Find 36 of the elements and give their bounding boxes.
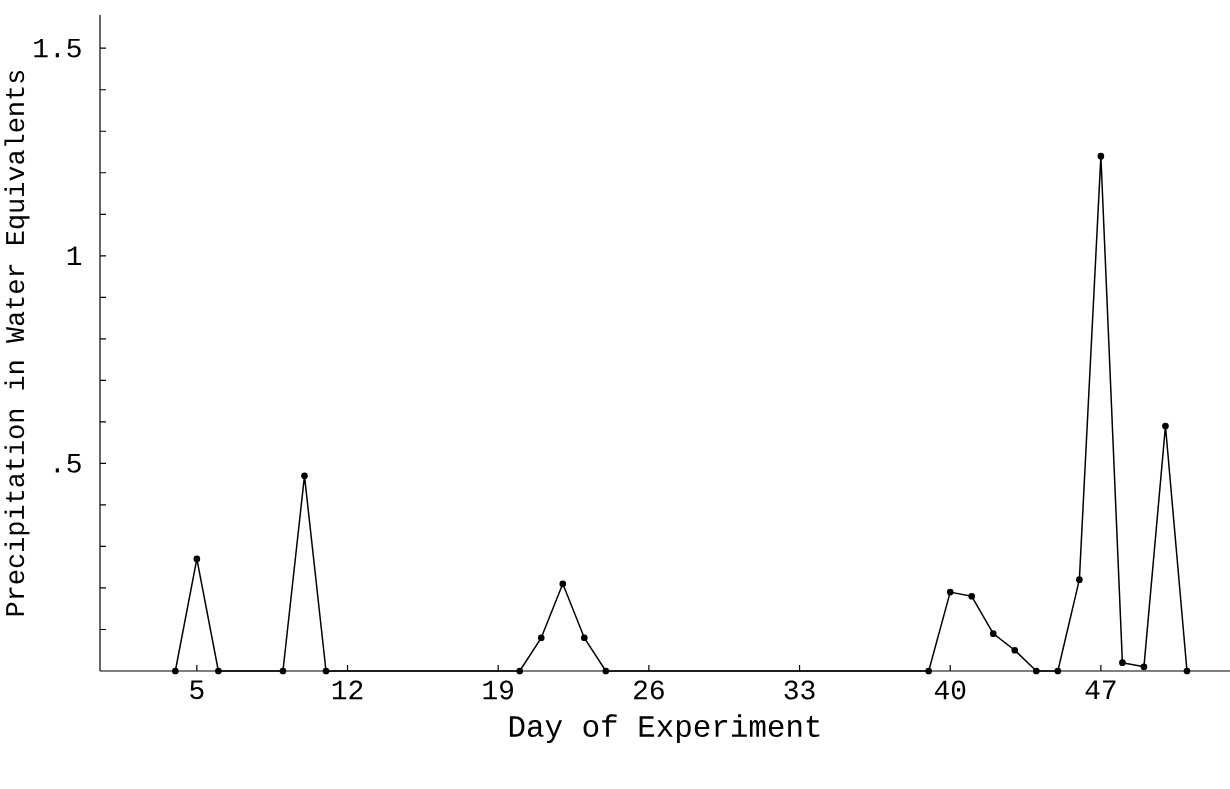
- point: [1119, 659, 1126, 667]
- x-tick-label: 40: [934, 680, 966, 700]
- x-tick-label: 47: [1085, 680, 1116, 699]
- point: [602, 667, 610, 675]
- point: [516, 667, 524, 675]
- x-tick-label: 33: [784, 680, 815, 700]
- point: [1032, 667, 1040, 675]
- point: [1183, 667, 1191, 675]
- y-tick-label: 1.5: [34, 38, 81, 58]
- point: [322, 667, 330, 675]
- x-tick-label: 19: [483, 680, 513, 700]
- x-tick-label: 26: [634, 680, 664, 700]
- x-tick-label: 5: [190, 680, 204, 700]
- point: [1162, 422, 1169, 430]
- point: [925, 667, 933, 675]
- x-axis-title: Day of Experiment: [509, 714, 820, 744]
- y-tick-label: 1: [67, 246, 82, 265]
- y-tick-label: .5: [55, 454, 81, 473]
- point: [1076, 576, 1083, 583]
- point: [172, 667, 179, 675]
- point: [301, 472, 308, 480]
- point: [537, 634, 545, 642]
- point: [1140, 663, 1148, 671]
- point: [193, 555, 201, 563]
- point: [580, 634, 588, 642]
- point: [1011, 646, 1019, 654]
- point: [1054, 667, 1062, 675]
- point: [968, 592, 976, 600]
- point: [946, 588, 954, 596]
- point: [1097, 152, 1105, 160]
- point: [279, 667, 287, 675]
- x-tick-label: 12: [332, 680, 363, 700]
- point: [989, 630, 997, 637]
- point: [215, 667, 222, 675]
- y-axis-title: Precipitation in Water Equivalents: [4, 70, 30, 616]
- point: [559, 580, 567, 588]
